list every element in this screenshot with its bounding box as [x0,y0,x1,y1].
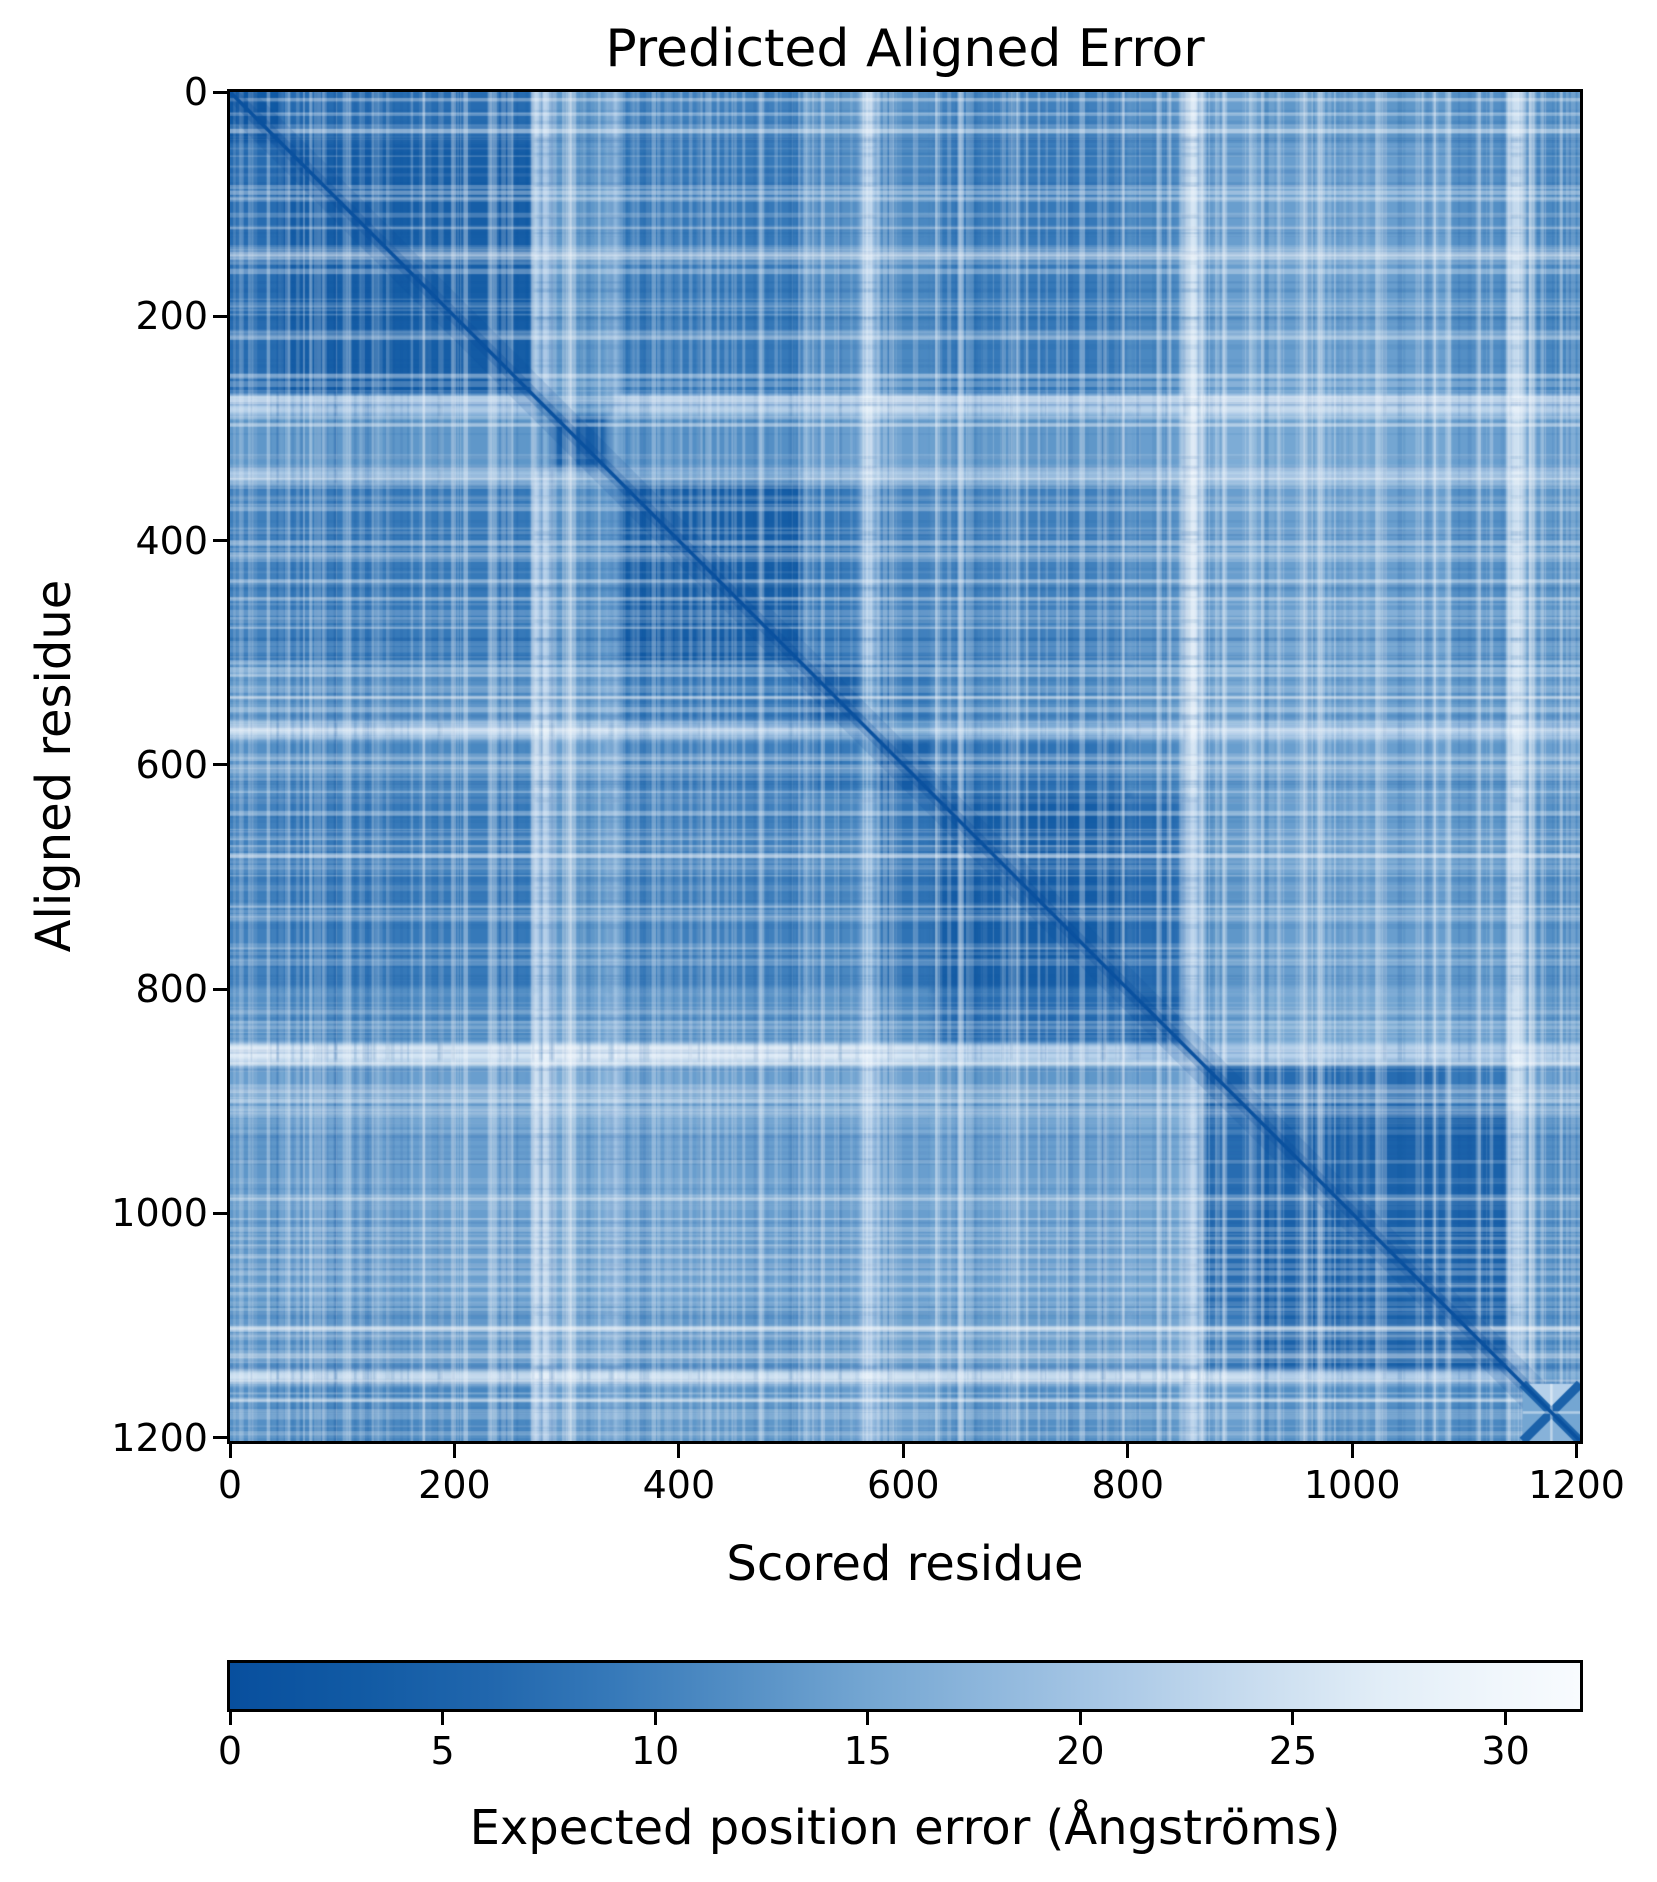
colorbar-tick-label: 10 [631,1729,680,1773]
x-tick-label: 1000 [1303,1463,1401,1507]
y-tick-mark [213,763,227,767]
colorbar-tick-label: 20 [1056,1729,1105,1773]
x-tick-label: 0 [217,1463,243,1507]
x-tick-label: 600 [867,1463,940,1507]
colorbar-tick-mark [1078,1712,1082,1725]
x-tick-mark [677,1444,681,1458]
colorbar-tick-mark [653,1712,657,1725]
colorbar-tick-mark [866,1712,870,1725]
pae-heatmap-canvas [230,92,1580,1441]
chart-title: Predicted Aligned Error [605,19,1205,79]
colorbar-tick-label: 15 [843,1729,892,1773]
x-tick-mark [1350,1444,1354,1458]
y-tick-label: 600 [135,742,208,787]
x-tick-mark [1126,1444,1130,1458]
x-axis-label: Scored residue [726,1536,1084,1592]
y-tick-mark [213,1211,227,1215]
colorbar-tick-label: 30 [1481,1729,1530,1773]
x-tick-mark [452,1444,456,1458]
colorbar-frame [227,1660,1583,1712]
x-tick-label: 200 [418,1463,491,1507]
x-tick-mark [1575,1444,1579,1458]
colorbar-tick-label: 25 [1268,1729,1318,1773]
y-tick-label: 200 [135,294,208,339]
y-tick-mark [213,314,227,318]
colorbar-label: Expected position error (Ångströms) [469,1800,1341,1856]
y-tick-mark [213,1436,227,1440]
colorbar-tick-mark [441,1712,445,1725]
x-tick-label: 1200 [1528,1463,1625,1507]
y-tick-label: 800 [135,967,208,1012]
x-tick-label: 800 [1091,1463,1165,1507]
y-tick-mark [213,90,227,94]
plot-frame [227,89,1583,1444]
colorbar-tick-label: 0 [217,1729,243,1773]
y-tick-mark [213,539,227,543]
colorbar-gradient [230,1663,1580,1709]
y-tick-label: 400 [135,518,208,563]
x-tick-label: 400 [642,1463,716,1507]
colorbar-tick-mark [1504,1712,1508,1725]
x-tick-mark [901,1444,905,1458]
x-tick-mark [228,1444,232,1458]
y-tick-label: 1000 [111,1191,208,1236]
colorbar-tick-label: 5 [430,1729,455,1773]
y-tick-mark [213,987,227,991]
colorbar-tick-mark [228,1712,232,1725]
y-tick-label: 0 [183,70,208,114]
colorbar-tick-mark [1291,1712,1295,1725]
y-tick-label: 1200 [111,1415,208,1460]
